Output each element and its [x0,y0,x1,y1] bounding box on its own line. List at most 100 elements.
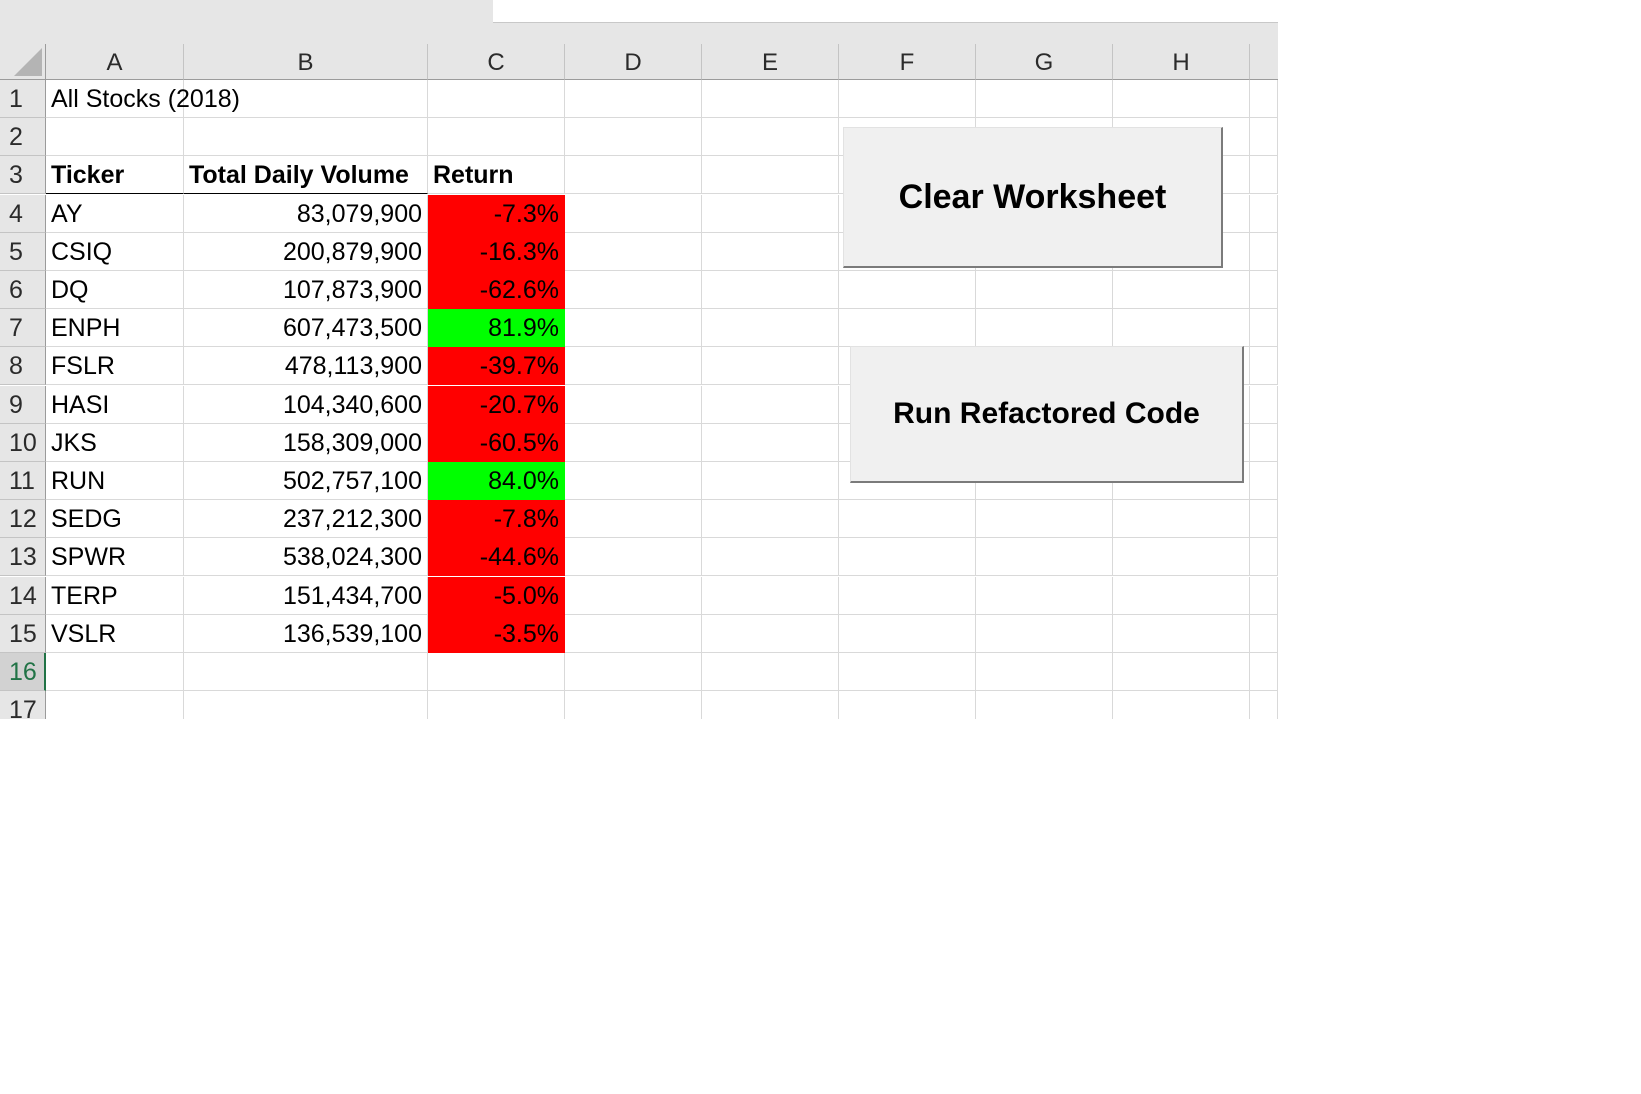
ticker-cell[interactable]: ENPH [46,309,184,348]
cell-d13[interactable] [565,538,702,577]
cell-i11[interactable] [1250,462,1278,500]
cell-e8[interactable] [702,347,839,386]
cell-h1[interactable] [1113,80,1250,118]
column-header-d[interactable]: D [565,44,702,80]
cell-i9[interactable] [1250,385,1278,424]
cell-f15[interactable] [839,614,976,653]
column-header-g[interactable]: G [976,44,1113,80]
column-header-i[interactable] [1250,44,1278,80]
row-header-10[interactable]: 10 [0,423,46,462]
column-header-b[interactable]: B [184,44,428,80]
cell-e15[interactable] [702,614,839,653]
cell-i17[interactable] [1250,691,1278,719]
cell-c1[interactable] [428,80,565,118]
cell-e12[interactable] [702,500,839,539]
cell-d6[interactable] [565,271,702,309]
cell-c17[interactable] [428,691,565,719]
ticker-cell[interactable]: HASI [46,385,184,424]
cell-e3[interactable] [702,156,839,195]
cell-h14[interactable] [1113,576,1250,615]
volume-cell[interactable]: 538,024,300 [184,538,428,577]
cell-f14[interactable] [839,576,976,615]
cell-g6[interactable] [976,271,1113,309]
volume-cell[interactable]: 502,757,100 [184,462,428,500]
cell-e6[interactable] [702,271,839,309]
cell-d8[interactable] [565,347,702,386]
cell-e10[interactable] [702,423,839,462]
row-header-3[interactable]: 3 [0,156,46,195]
ticker-cell[interactable]: VSLR [46,614,184,653]
row-header-4[interactable]: 4 [0,194,46,233]
cell-i2[interactable] [1250,118,1278,157]
cell-d1[interactable] [565,80,702,118]
ticker-cell[interactable]: RUN [46,462,184,500]
cell-f17[interactable] [839,691,976,719]
row-header-17[interactable]: 17 [0,691,46,719]
cell-h5[interactable] [1113,232,1250,271]
volume-cell[interactable]: 104,340,600 [184,385,428,424]
volume-cell[interactable]: 107,873,900 [184,271,428,309]
header-volume[interactable]: Total Daily Volume [184,156,428,195]
cell-i8[interactable] [1250,347,1278,386]
row-header-11[interactable]: 11 [0,462,46,500]
cell-e17[interactable] [702,691,839,719]
cell-c16[interactable] [428,653,565,691]
return-cell[interactable]: -39.7% [428,347,565,386]
cell-e13[interactable] [702,538,839,577]
formula-input[interactable] [493,0,1278,23]
row-header-15[interactable]: 15 [0,614,46,653]
cell-e2[interactable] [702,118,839,157]
row-header-9[interactable]: 9 [0,385,46,424]
cell-d10[interactable] [565,423,702,462]
row-header-5[interactable]: 5 [0,232,46,271]
row-header-7[interactable]: 7 [0,309,46,348]
cell-a17[interactable] [46,691,184,719]
cell-d11[interactable] [565,462,702,500]
cell-b17[interactable] [184,691,428,719]
cell-f6[interactable] [839,271,976,309]
volume-cell[interactable]: 607,473,500 [184,309,428,348]
cell-f12[interactable] [839,500,976,539]
return-cell[interactable]: -44.6% [428,538,565,577]
ticker-cell[interactable]: DQ [46,271,184,309]
cell-h13[interactable] [1113,538,1250,577]
cell-h7[interactable] [1113,309,1250,348]
row-header-2[interactable]: 2 [0,118,46,157]
cell-d3[interactable] [565,156,702,195]
cell-d14[interactable] [565,576,702,615]
cell-d2[interactable] [565,118,702,157]
cell-e7[interactable] [702,309,839,348]
cell-g17[interactable] [976,691,1113,719]
cell-f13[interactable] [839,538,976,577]
cell-g1[interactable] [976,80,1113,118]
ticker-cell[interactable]: CSIQ [46,232,184,271]
cell-g7[interactable] [976,309,1113,348]
cell-b1[interactable] [184,80,428,118]
cell-h17[interactable] [1113,691,1250,719]
ticker-cell[interactable]: SEDG [46,500,184,539]
volume-cell[interactable]: 200,879,900 [184,232,428,271]
clear-worksheet-button[interactable]: Clear Worksheet [843,127,1223,268]
cell-e1[interactable] [702,80,839,118]
cell-g13[interactable] [976,538,1113,577]
cell-g12[interactable] [976,500,1113,539]
header-return[interactable]: Return [428,156,565,195]
cell-i12[interactable] [1250,500,1278,539]
return-cell[interactable]: -7.8% [428,500,565,539]
cell-i16[interactable] [1250,653,1278,691]
cell-i4[interactable] [1250,194,1278,233]
row-header-1[interactable]: 1 [0,80,46,118]
cell-h6[interactable] [1113,271,1250,309]
cell-e5[interactable] [702,232,839,271]
column-header-e[interactable]: E [702,44,839,80]
cell-d12[interactable] [565,500,702,539]
return-cell[interactable]: 84.0% [428,462,565,500]
ticker-cell[interactable]: SPWR [46,538,184,577]
cell-c2[interactable] [428,118,565,157]
cell-i15[interactable] [1250,614,1278,653]
cell-h11[interactable] [1113,462,1250,500]
cell-i14[interactable] [1250,576,1278,615]
column-header-c[interactable]: C [428,44,565,80]
row-header-12[interactable]: 12 [0,500,46,539]
column-header-a[interactable]: A [46,44,184,80]
